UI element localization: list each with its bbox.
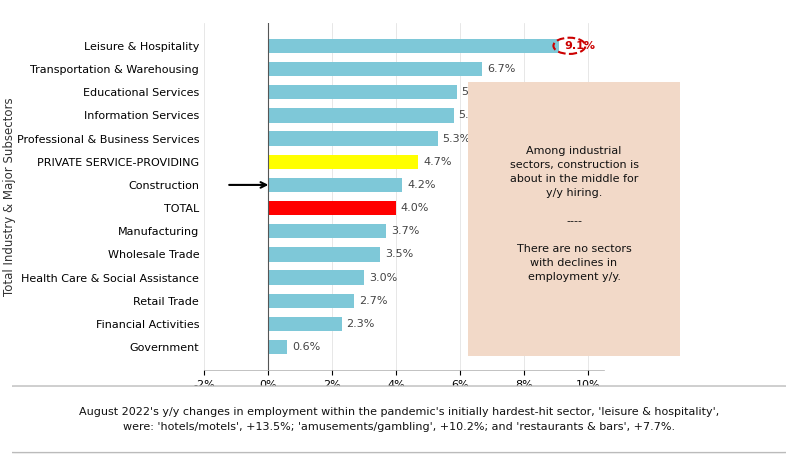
- Text: 5.8%: 5.8%: [458, 111, 486, 120]
- Bar: [268, 178, 402, 192]
- Text: 2.3%: 2.3%: [346, 319, 374, 329]
- Text: 4.2%: 4.2%: [407, 180, 436, 190]
- Bar: [268, 85, 457, 99]
- X-axis label: Y/Y % Change in Number of Jobs: Y/Y % Change in Number of Jobs: [302, 398, 506, 411]
- Bar: [268, 247, 380, 262]
- Bar: [268, 294, 354, 308]
- Text: 5.3%: 5.3%: [442, 133, 470, 143]
- Text: 4.7%: 4.7%: [423, 157, 452, 167]
- Bar: [268, 39, 559, 53]
- Text: Among industrial
sectors, construction is
about in the middle for
y/y hiring.

-: Among industrial sectors, construction i…: [510, 146, 638, 282]
- FancyBboxPatch shape: [459, 71, 689, 367]
- Bar: [268, 224, 386, 239]
- FancyBboxPatch shape: [8, 386, 790, 452]
- Text: 6.7%: 6.7%: [487, 64, 515, 74]
- Bar: [268, 154, 418, 169]
- Bar: [268, 340, 287, 354]
- Text: 4.0%: 4.0%: [401, 203, 429, 213]
- Bar: [268, 201, 396, 215]
- Text: 0.6%: 0.6%: [292, 342, 320, 352]
- Text: 3.7%: 3.7%: [391, 226, 419, 236]
- Bar: [268, 131, 438, 146]
- Text: 2.7%: 2.7%: [359, 296, 388, 306]
- Bar: [268, 271, 364, 285]
- Text: Total Industry & Major Subsectors: Total Industry & Major Subsectors: [3, 97, 16, 296]
- Text: 3.0%: 3.0%: [369, 273, 397, 282]
- Text: August 2022's y/y changes in employment within the pandemic's initially hardest-: August 2022's y/y changes in employment …: [79, 407, 719, 432]
- Bar: [268, 62, 482, 76]
- Text: 3.5%: 3.5%: [385, 250, 413, 260]
- Bar: [268, 108, 454, 122]
- Text: 5.9%: 5.9%: [462, 87, 490, 97]
- Bar: [268, 317, 342, 331]
- Text: 9.1%: 9.1%: [564, 41, 595, 51]
